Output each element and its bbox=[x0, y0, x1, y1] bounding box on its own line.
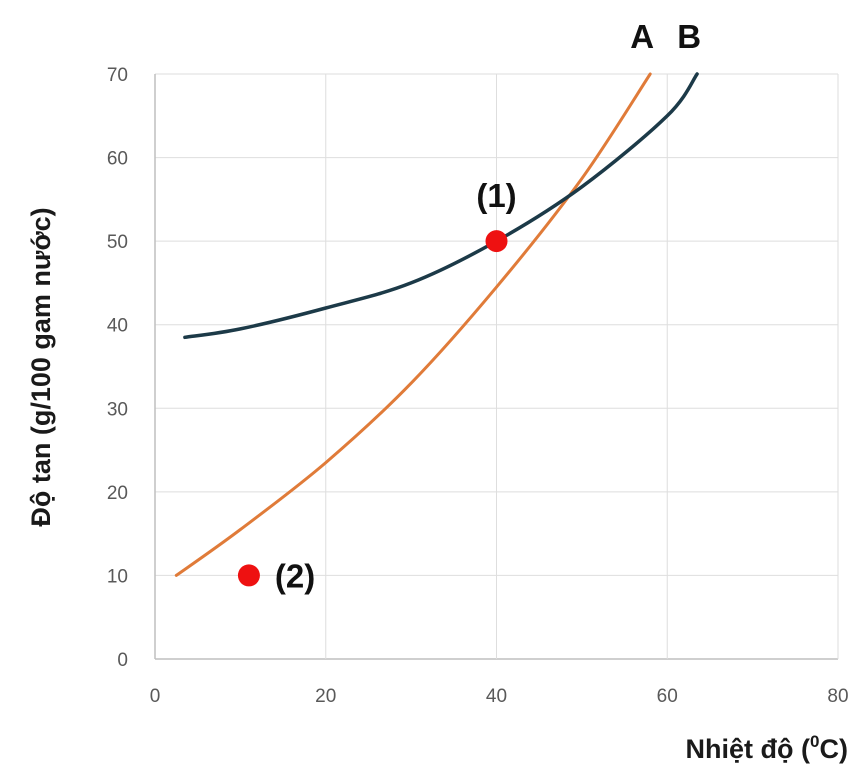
y-tick-label: 30 bbox=[107, 399, 128, 420]
y-axis-label: Độ tan (g/100 gam nước) bbox=[26, 207, 56, 526]
x-tick-label: 40 bbox=[486, 686, 507, 707]
series-line-a bbox=[174, 72, 652, 577]
y-tick-label: 70 bbox=[107, 65, 128, 86]
x-tick-label: 60 bbox=[657, 686, 678, 707]
x-axis-label: Nhiệt độ (0C) bbox=[686, 732, 848, 764]
data-point-label-2: (2) bbox=[275, 557, 315, 594]
series-lines bbox=[174, 72, 699, 577]
x-tick-label: 20 bbox=[315, 686, 336, 707]
data-point-1 bbox=[485, 230, 508, 253]
x-tick-label: 80 bbox=[827, 686, 848, 707]
data-points: (1) (2) bbox=[237, 177, 517, 594]
x-axis-label-tail: C) bbox=[820, 734, 849, 764]
x-axis-label-superscript: 0 bbox=[810, 732, 819, 751]
y-tick-label: 60 bbox=[107, 149, 128, 170]
y-tick-label: 0 bbox=[117, 650, 128, 671]
x-tick-label: 0 bbox=[150, 686, 161, 707]
y-tick-label: 20 bbox=[107, 483, 128, 504]
y-tick-label: 10 bbox=[107, 566, 128, 587]
series-label-b: B bbox=[677, 18, 701, 55]
series-line-b bbox=[183, 72, 699, 340]
y-tick-label: 40 bbox=[107, 316, 128, 337]
x-axis-label-main: Nhiệt độ ( bbox=[686, 734, 810, 764]
data-point-label-1: (1) bbox=[476, 177, 516, 214]
tick-labels: 0 10 20 30 40 50 60 70 0 20 40 60 80 bbox=[107, 65, 849, 707]
series-label-a: A bbox=[630, 18, 654, 55]
data-point-2 bbox=[237, 564, 260, 587]
y-tick-label: 50 bbox=[107, 232, 128, 253]
